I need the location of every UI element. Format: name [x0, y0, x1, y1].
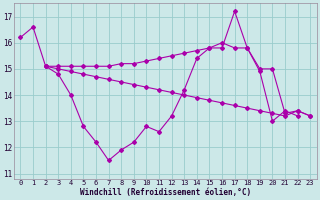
X-axis label: Windchill (Refroidissement éolien,°C): Windchill (Refroidissement éolien,°C) [80, 188, 251, 197]
